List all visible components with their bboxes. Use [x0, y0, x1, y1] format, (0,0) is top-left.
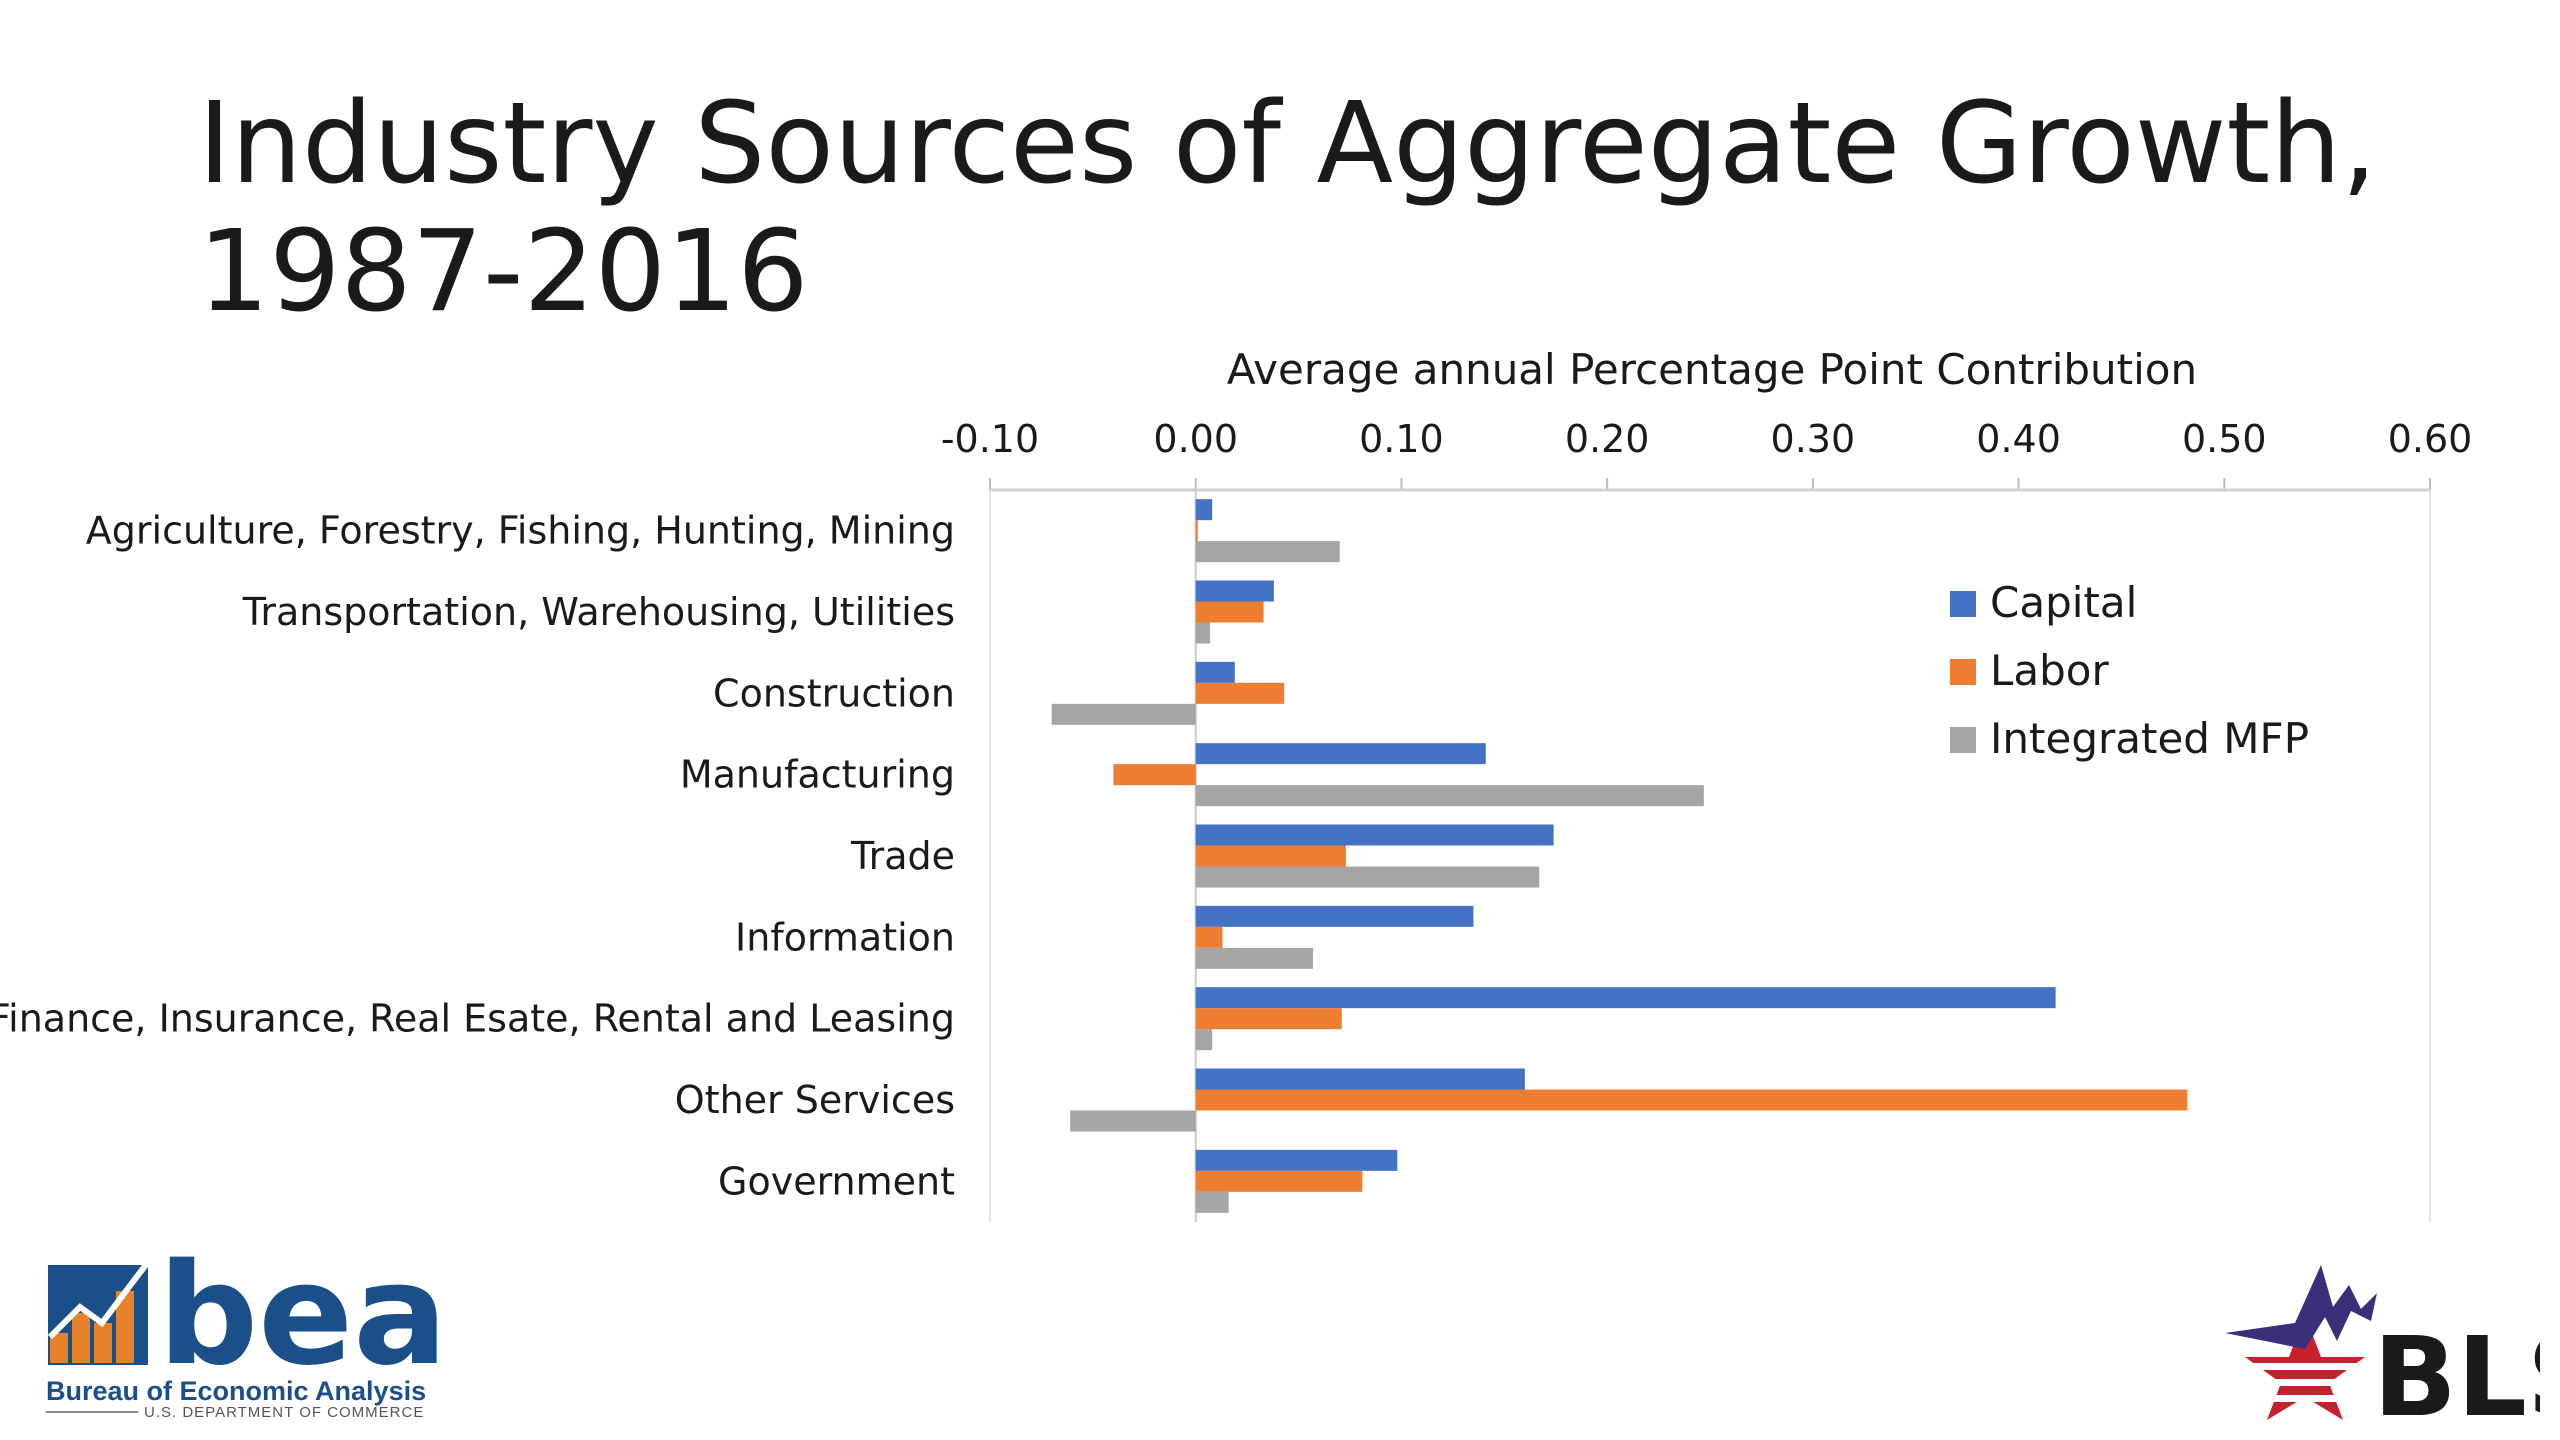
bea-logo: bea Bureau of Economic Analysis U.S. DEP… [46, 1234, 440, 1420]
bar-integrated-mfp [1195, 785, 1704, 807]
bars [1051, 499, 2188, 1213]
bar-capital [1195, 1149, 1398, 1171]
bar-capital [1195, 1068, 1525, 1090]
bar-integrated-mfp [1070, 1110, 1196, 1132]
bar-labor [1195, 1008, 1342, 1030]
bar-capital [1195, 824, 1554, 846]
legend-label: Capital [1990, 578, 2137, 627]
category-labels: Agriculture, Forestry, Fishing, Hunting,… [0, 509, 955, 1204]
x-tick-label: 0.40 [1976, 417, 2061, 461]
bar-capital [1195, 580, 1274, 602]
bar-labor [1195, 520, 1198, 542]
bls-logo-text: BLS [2373, 1313, 2540, 1420]
x-tick-label: 0.00 [1153, 417, 1238, 461]
x-tick-label: 0.20 [1565, 417, 1650, 461]
bar-integrated-mfp [1195, 622, 1211, 644]
slide-title: Industry Sources of Aggregate Growth, 19… [198, 79, 2377, 337]
bar-integrated-mfp [1195, 866, 1540, 888]
legend: Capital Labor Integrated MFP [1950, 578, 2309, 763]
x-tick-label: 0.30 [1771, 417, 1856, 461]
bar-integrated-mfp [1195, 541, 1340, 563]
bar-capital [1195, 987, 2056, 1009]
category-label: Information [735, 915, 955, 959]
legend-label: Labor [1990, 646, 2109, 695]
x-axis-ticks: -0.10 0.00 0.10 0.20 0.30 0.40 0.50 0.60 [941, 417, 2472, 490]
x-tick-label: 0.50 [2182, 417, 2267, 461]
bar-labor [1195, 1170, 1363, 1192]
category-label: Agriculture, Forestry, Fishing, Hunting,… [86, 509, 955, 553]
bar-capital [1195, 743, 1486, 765]
bar-capital [1195, 905, 1474, 927]
category-label: Transportation, Warehousing, Utilities [242, 590, 955, 634]
bar-capital [1195, 499, 1213, 521]
bar-integrated-mfp [1195, 947, 1313, 969]
bar-labor [1195, 601, 1264, 623]
category-label: Trade [850, 834, 955, 878]
x-tick-label: -0.10 [941, 417, 1039, 461]
bar-labor [1195, 845, 1346, 867]
category-label: Other Services [675, 1078, 955, 1122]
bar-capital [1195, 661, 1235, 683]
x-axis-title: Average annual Percentage Point Contribu… [1227, 345, 2197, 394]
category-label: Government [718, 1159, 955, 1203]
bar-labor [1195, 926, 1223, 948]
bea-logo-text: bea [158, 1234, 440, 1397]
bar-integrated-mfp [1195, 1029, 1213, 1051]
legend-swatch [1950, 727, 1976, 753]
category-label: Finance, Insurance, Real Esate, Rental a… [0, 997, 955, 1041]
bls-logo: BLS [2225, 1265, 2540, 1420]
category-label: Manufacturing [680, 753, 955, 797]
bea-logo-subtitle: Bureau of Economic Analysis [46, 1376, 426, 1406]
x-tick-label: 0.10 [1359, 417, 1444, 461]
bar-labor [1113, 764, 1196, 786]
bar-integrated-mfp [1051, 703, 1196, 725]
legend-swatch [1950, 659, 1976, 685]
category-label: Construction [713, 671, 955, 715]
bls-star-emblem [2225, 1265, 2377, 1420]
bar-integrated-mfp [1195, 1191, 1229, 1213]
bea-logo-dept: U.S. DEPARTMENT OF COMMERCE [144, 1404, 424, 1420]
legend-swatch [1950, 591, 1976, 617]
bea-chart-emblem [47, 1247, 161, 1365]
legend-label: Integrated MFP [1990, 714, 2309, 763]
x-tick-label: 0.60 [2388, 417, 2473, 461]
bar-labor [1195, 1089, 2188, 1111]
bar-labor [1195, 682, 1285, 704]
